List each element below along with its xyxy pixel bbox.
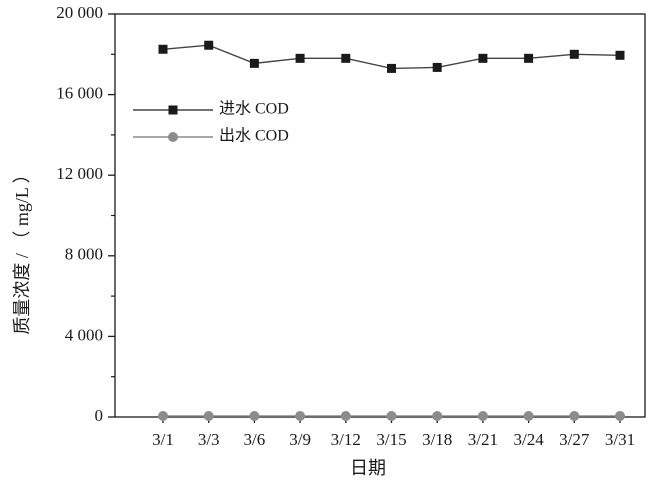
data-point bbox=[569, 49, 579, 59]
x-tick-label: 3/18 bbox=[422, 430, 452, 449]
x-tick-label: 3/1 bbox=[152, 430, 174, 449]
legend-label: 出水 COD bbox=[219, 127, 289, 145]
data-point bbox=[569, 410, 580, 421]
x-tick-label: 3/9 bbox=[289, 430, 311, 449]
data-point bbox=[432, 62, 442, 72]
data-point bbox=[203, 410, 214, 421]
x-tick-label: 3/31 bbox=[605, 430, 635, 449]
data-point bbox=[477, 410, 488, 421]
y-tick-label: 20 000 bbox=[56, 3, 103, 22]
x-tick-label: 3/21 bbox=[468, 430, 498, 449]
data-point bbox=[615, 50, 625, 60]
y-tick-label: 12 000 bbox=[56, 164, 103, 183]
axes: 0 4 000 8 000 12 000 16 000 20 000 3/1 3/3 3/6 3/… bbox=[56, 3, 646, 449]
x-axis-title: 日期 bbox=[350, 458, 386, 478]
data-point bbox=[158, 44, 168, 54]
legend-marker bbox=[168, 105, 178, 115]
series-layer bbox=[158, 40, 625, 421]
data-point bbox=[340, 410, 351, 421]
x-tick-label: 3/12 bbox=[331, 430, 361, 449]
data-point bbox=[295, 53, 305, 63]
data-point bbox=[249, 410, 260, 421]
data-point bbox=[478, 53, 488, 63]
y-tick-label: 4 000 bbox=[65, 325, 103, 344]
data-point bbox=[523, 410, 534, 421]
data-point bbox=[524, 53, 534, 63]
legend-marker bbox=[168, 132, 178, 142]
legend-label: 进水 COD bbox=[219, 100, 289, 118]
data-point bbox=[295, 410, 306, 421]
y-tick-label: 8 000 bbox=[65, 245, 103, 264]
y-tick-label: 0 bbox=[95, 406, 104, 425]
x-tick-label: 3/3 bbox=[198, 430, 220, 449]
data-point bbox=[387, 63, 396, 73]
data-point bbox=[249, 58, 259, 68]
legend-item: 进水 COD bbox=[133, 100, 289, 118]
data-point bbox=[204, 40, 214, 50]
series-influent-cod bbox=[158, 40, 625, 73]
data-point bbox=[341, 53, 351, 63]
data-point bbox=[158, 410, 168, 421]
y-axis-title: 质量浓度 / （ mg/L ） bbox=[12, 165, 32, 334]
x-tick-label: 3/6 bbox=[244, 430, 266, 449]
x-tick-label: 3/24 bbox=[513, 430, 544, 449]
data-point bbox=[615, 410, 625, 421]
series-effluent-cod bbox=[158, 410, 625, 421]
legend: 进水 COD 出水 COD bbox=[133, 100, 289, 145]
data-point bbox=[432, 410, 443, 421]
legend-item: 出水 COD bbox=[133, 127, 289, 145]
x-tick-label: 3/27 bbox=[559, 430, 590, 449]
plot-frame bbox=[114, 13, 646, 418]
data-point bbox=[386, 410, 397, 421]
x-tick-label: 3/15 bbox=[376, 430, 406, 449]
y-tick-label: 16 000 bbox=[56, 84, 103, 103]
